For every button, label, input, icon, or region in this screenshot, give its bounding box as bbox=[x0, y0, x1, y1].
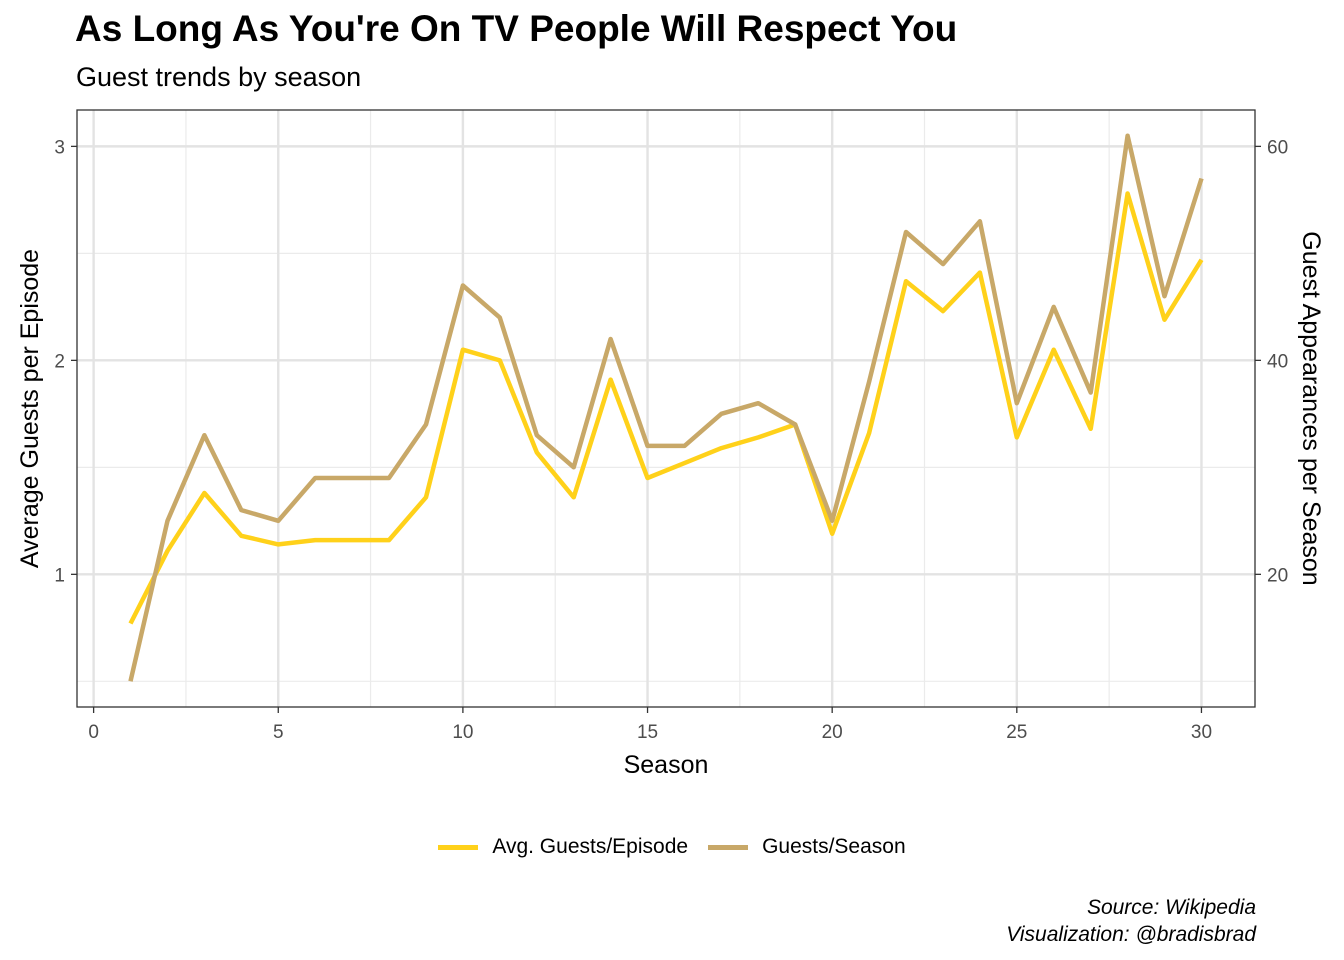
plot-border bbox=[76, 109, 1256, 708]
y2-tick-label: 60 bbox=[1267, 137, 1288, 158]
legend-label-guests-season: Guests/Season bbox=[762, 835, 906, 858]
x-tick-label: 20 bbox=[822, 722, 843, 743]
x-tick-label: 5 bbox=[273, 722, 284, 743]
chart-subtitle: Guest trends by season bbox=[76, 62, 362, 92]
legend-key-avg-guests bbox=[438, 844, 479, 850]
legend-item-guests-season: Guests/Season bbox=[708, 835, 906, 859]
x-tick-label: 15 bbox=[637, 722, 658, 743]
series-line-guests-season bbox=[128, 133, 1204, 682]
x-tick-label: 30 bbox=[1191, 722, 1212, 743]
y-tick-label: 1 bbox=[54, 565, 65, 586]
legend-label-avg-guests: Avg. Guests/Episode bbox=[492, 835, 689, 858]
caption-credit: Visualization: @bradisbrad bbox=[1006, 923, 1256, 946]
y-tick-label: 3 bbox=[54, 137, 65, 158]
y2-axis-title: Guest Appearances per Season bbox=[1297, 231, 1325, 585]
legend: Avg. Guests/Episode Guests/Season bbox=[0, 832, 1344, 862]
legend-item-avg-guests: Avg. Guests/Episode bbox=[438, 835, 688, 859]
x-axis-title: Season bbox=[624, 751, 709, 779]
y-tick-label: 2 bbox=[54, 351, 65, 372]
caption: Source: Wikipedia Visualization: @bradis… bbox=[1006, 894, 1256, 948]
chart-title: As Long As You're On TV People Will Resp… bbox=[75, 8, 958, 49]
y2-tick-label: 40 bbox=[1267, 351, 1288, 372]
y2-tick-label: 20 bbox=[1267, 565, 1288, 586]
x-tick-label: 0 bbox=[88, 722, 99, 743]
x-tick-label: 10 bbox=[452, 722, 473, 743]
legend-key-guests-season bbox=[708, 844, 749, 850]
series-line-avg-guests bbox=[128, 191, 1204, 625]
caption-source: Source: Wikipedia bbox=[1086, 896, 1256, 919]
plot-panel bbox=[77, 110, 1255, 707]
x-tick-label: 25 bbox=[1006, 722, 1027, 743]
y-axis-title: Average Guests per Episode bbox=[16, 249, 44, 568]
